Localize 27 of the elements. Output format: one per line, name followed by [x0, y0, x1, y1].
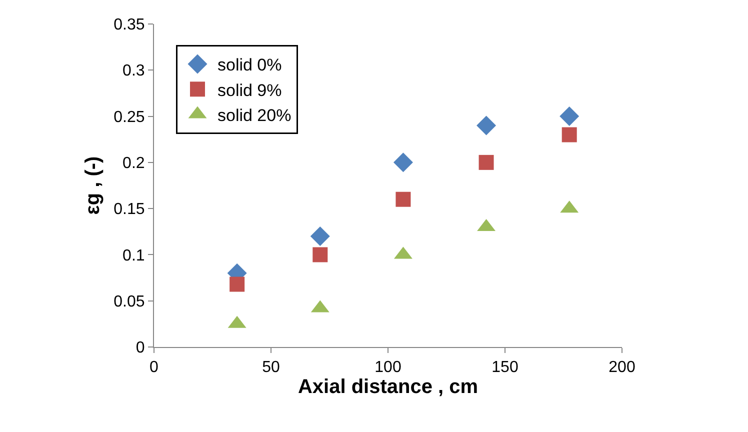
point	[393, 152, 413, 172]
point	[562, 127, 577, 142]
point	[560, 106, 580, 126]
y-tick-label: 0	[136, 340, 145, 357]
x-axis-title: Axial distance , cm	[298, 376, 478, 398]
legend-label: solid 9%	[217, 80, 282, 100]
point	[478, 154, 494, 170]
x-tick-label: 200	[608, 359, 636, 376]
point	[396, 192, 411, 207]
y-tick-label: 0.1	[122, 247, 145, 264]
y-tick-label: 0.2	[122, 155, 145, 172]
y-axis-title: εg , (-)	[82, 156, 104, 215]
y-tick-label: 0.35	[114, 16, 145, 34]
point	[310, 226, 330, 246]
x-tick-label: 150	[492, 359, 518, 376]
y-tick-label: 0.3	[122, 62, 145, 80]
point	[476, 116, 496, 136]
y-tick-label: 0.25	[114, 108, 145, 126]
legend-label: solid 20%	[217, 106, 292, 125]
y-tick-label: 0.05	[114, 293, 145, 310]
legend-label: solid 0%	[217, 56, 282, 75]
y-tick-label: 0.15	[114, 201, 145, 218]
x-tick-label: 0	[150, 359, 159, 376]
x-tick-label: 50	[262, 359, 280, 376]
point	[230, 276, 245, 292]
x-tick-label: 100	[374, 359, 402, 376]
point	[312, 247, 328, 262]
